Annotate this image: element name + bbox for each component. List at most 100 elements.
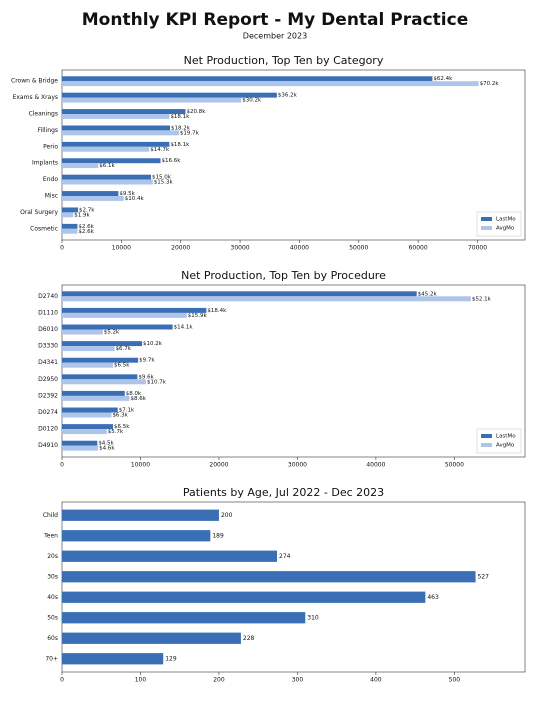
x-tick-label: 0 — [60, 245, 64, 252]
bar — [62, 509, 219, 521]
bar — [62, 357, 139, 363]
bar — [62, 379, 146, 385]
bar — [62, 109, 186, 114]
report-title: Monthly KPI Report - My Dental Practice — [82, 10, 468, 30]
x-tick-label: 10000 — [112, 245, 131, 252]
x-tick-label: 50000 — [349, 245, 368, 252]
y-tick-label: Child — [43, 512, 58, 519]
x-tick-label: 0 — [60, 677, 64, 684]
y-tick-label: Fillings — [38, 127, 58, 134]
bar — [62, 412, 112, 418]
x-tick-label: 500 — [449, 677, 461, 684]
bar — [62, 212, 74, 218]
bar — [62, 362, 114, 368]
value-label: $5.7k — [108, 429, 124, 435]
chart-title: Net Production, Top Ten by Category — [184, 54, 384, 67]
value-label: $15.0k — [152, 175, 172, 181]
bar — [62, 346, 115, 352]
legend-swatch — [481, 226, 492, 230]
y-tick-label: Implants — [32, 160, 58, 167]
value-label: $9.5k — [119, 191, 135, 197]
bar — [62, 307, 207, 313]
bar — [62, 228, 78, 234]
y-tick-label: D2392 — [38, 392, 58, 399]
y-tick-label: 60s — [47, 635, 58, 642]
x-tick-label: 100 — [135, 677, 147, 684]
y-tick-label: 40s — [47, 594, 58, 601]
value-label: $6.5k — [114, 363, 130, 369]
value-label: $10.2k — [143, 341, 163, 347]
plot-frame — [61, 284, 526, 458]
y-tick-label: D1110 — [38, 309, 58, 316]
y-tick-label: 50s — [47, 614, 58, 621]
value-label: 200 — [221, 512, 233, 519]
legend-swatch — [481, 434, 492, 438]
value-label: $2.6k — [78, 229, 94, 235]
legend-label: LastMo — [496, 217, 516, 223]
bar — [62, 324, 173, 330]
bar — [62, 163, 99, 169]
bar — [62, 207, 79, 213]
x-tick-label: 40000 — [366, 462, 385, 469]
legend-label: AvgMo — [496, 226, 515, 232]
value-label: $30.2k — [242, 98, 262, 104]
bar — [62, 312, 187, 318]
value-label: $16.6k — [162, 158, 182, 164]
y-tick-label: 30s — [47, 573, 58, 580]
plot-frame — [61, 69, 526, 241]
value-label: $18.4k — [207, 308, 227, 314]
value-label: $62.4k — [433, 76, 453, 82]
y-tick-label: D4910 — [38, 442, 58, 449]
bar — [62, 395, 130, 401]
value-label: $6.1k — [99, 163, 115, 169]
value-label: 228 — [243, 635, 255, 642]
value-label: 527 — [478, 573, 490, 580]
bar — [62, 429, 107, 435]
value-label: $36.2k — [278, 93, 298, 99]
y-tick-label: Misc — [45, 193, 58, 200]
value-label: $4.5k — [98, 441, 114, 447]
value-label: $6.5k — [114, 424, 130, 430]
value-label: $8.0k — [126, 391, 142, 397]
y-tick-label: D0274 — [38, 409, 58, 416]
bar — [62, 130, 179, 136]
bar — [62, 141, 170, 147]
value-label: $7.1k — [119, 408, 135, 414]
value-label: 274 — [279, 553, 291, 560]
bar — [62, 125, 171, 131]
value-label: $6.3k — [112, 412, 128, 418]
y-tick-label: Endo — [43, 176, 58, 183]
y-tick-label: Oral Surgery — [20, 209, 58, 216]
x-tick-label: 10000 — [131, 462, 150, 469]
bar — [62, 146, 150, 152]
y-tick-label: D2740 — [38, 293, 58, 300]
bar — [62, 424, 114, 430]
value-label: $14.1k — [174, 325, 194, 331]
y-tick-label: 70+ — [45, 655, 58, 662]
bar — [62, 291, 417, 297]
value-label: $15.3k — [154, 180, 174, 186]
value-label: $18.1k — [170, 142, 190, 148]
value-label: $19.7k — [180, 130, 200, 136]
x-tick-label: 0 — [60, 462, 64, 469]
bar — [62, 191, 119, 196]
x-tick-label: 50000 — [445, 462, 464, 469]
bar — [62, 76, 433, 82]
bar — [62, 97, 242, 103]
legend-swatch — [481, 443, 492, 447]
bar — [62, 632, 241, 644]
chart-title: Net Production, Top Ten by Procedure — [181, 269, 386, 282]
bar — [62, 341, 143, 347]
report-subtitle: December 2023 — [243, 32, 307, 41]
y-tick-label: D0120 — [38, 426, 58, 433]
value-label: $9.6k — [138, 374, 154, 380]
bar — [62, 612, 306, 624]
value-label: 129 — [165, 655, 177, 662]
bar — [62, 92, 277, 98]
legend-box — [476, 211, 522, 237]
value-label: $70.2k — [480, 81, 500, 87]
value-label: $14.7k — [150, 147, 170, 153]
bar — [62, 591, 426, 603]
bar — [62, 653, 164, 665]
value-label: $45.2k — [418, 291, 438, 297]
